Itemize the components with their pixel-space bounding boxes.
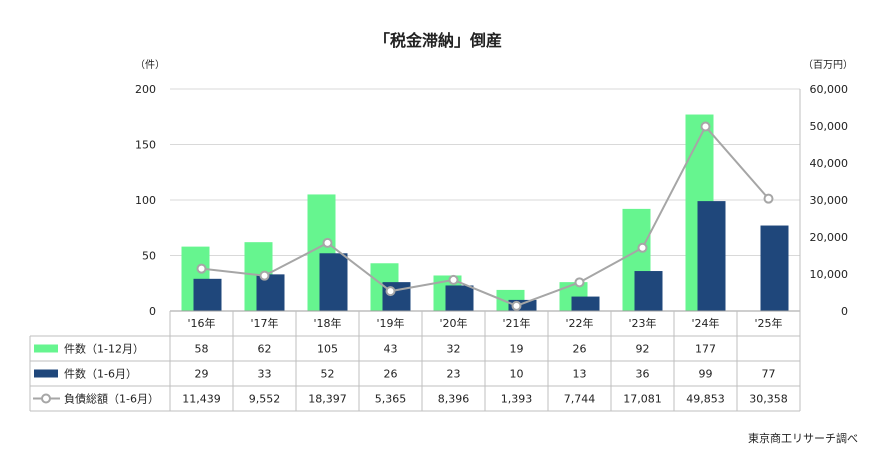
y-right-unit: （百万円）	[803, 59, 853, 71]
x-tick-label: '17年	[250, 316, 278, 330]
table-cell-value: 92	[636, 343, 650, 356]
y-left-unit: （件）	[135, 59, 165, 71]
legend-label: 件数（1-12月）	[64, 343, 144, 356]
bar-half-year	[634, 271, 663, 311]
bar-half-year	[256, 274, 285, 311]
table-cell-value: 1,393	[501, 393, 533, 406]
y-right-tick-label: 40,000	[810, 157, 849, 170]
y-right-tick-label: 10,000	[810, 268, 849, 281]
line-point	[259, 270, 270, 281]
legend-label: 負債総額（1-6月）	[64, 392, 159, 406]
x-tick-label: '25年	[754, 316, 782, 330]
table-cell-value: 58	[195, 343, 209, 356]
bar-half-year	[697, 201, 726, 311]
y-left-tick-label: 200	[135, 83, 156, 96]
table-cell-value: 7,744	[564, 393, 596, 406]
line-point	[700, 121, 711, 132]
source-note: 東京商工リサーチ調べ	[748, 431, 858, 445]
table-cell-value: 29	[195, 368, 209, 381]
line-point	[322, 237, 333, 248]
x-tick-label: '16年	[187, 316, 215, 330]
table-cell-value: 99	[699, 368, 713, 381]
x-tick-label: '21年	[502, 316, 530, 330]
y-right-tick-label: 0	[841, 305, 848, 318]
table-cell-value: 62	[258, 343, 272, 356]
y-right-tick-label: 30,000	[810, 194, 849, 207]
legend-swatch	[34, 369, 58, 378]
y-right-tick-label: 60,000	[810, 83, 849, 96]
table-cell-value: 13	[573, 368, 587, 381]
y-left-tick-label: 150	[135, 139, 156, 152]
table-cell-value: 177	[695, 343, 716, 356]
bar-half-year	[382, 282, 411, 311]
x-tick-label: '18年	[313, 316, 341, 330]
table-cell-value: 26	[573, 343, 587, 356]
table-cell-value: 105	[317, 343, 338, 356]
table-cell-value: 8,396	[438, 393, 470, 406]
x-tick-label: '24年	[691, 316, 719, 330]
x-tick-label: '19年	[376, 316, 404, 330]
table-cell-value: 5,365	[375, 393, 407, 406]
line-point	[574, 277, 585, 288]
line-point	[196, 263, 207, 274]
table-cell-value: 33	[258, 368, 272, 381]
bar-half-year	[760, 225, 789, 311]
table-cell-value: 77	[762, 368, 776, 381]
y-left-tick-label: 0	[149, 305, 156, 318]
table-cell-value: 23	[447, 368, 461, 381]
line-point	[448, 274, 459, 285]
legend-swatch	[41, 393, 51, 404]
y-right-tick-label: 50,000	[810, 120, 849, 133]
table-cell-value: 11,439	[182, 393, 221, 406]
table-cell-value: 19	[510, 343, 524, 356]
table-cell-value: 17,081	[623, 393, 662, 406]
line-point	[637, 242, 648, 253]
table-cell-value: 30,358	[749, 393, 788, 406]
y-right-tick-label: 20,000	[810, 231, 849, 244]
x-tick-label: '23年	[628, 316, 656, 330]
table-cell-value: 43	[384, 343, 398, 356]
x-tick-label: '20年	[439, 316, 467, 330]
legend-label: 件数（1-6月）	[64, 368, 137, 381]
table-cell-value: 9,552	[249, 393, 281, 406]
chart-title: 「税金滞納」倒産	[374, 31, 502, 50]
table-cell-value: 18,397	[308, 393, 347, 406]
y-left-tick-label: 100	[135, 194, 156, 207]
table-cell-value: 52	[321, 368, 335, 381]
bar-half-year	[193, 278, 222, 311]
bar-half-year	[445, 285, 474, 311]
table-cell-value: 32	[447, 343, 461, 356]
line-point	[511, 300, 522, 311]
x-tick-label: '22年	[565, 316, 593, 330]
bar-half-year	[508, 299, 537, 311]
bar-half-year	[319, 253, 348, 311]
bar-half-year	[571, 296, 600, 311]
table-cell-value: 26	[384, 368, 398, 381]
table-cell-value: 36	[636, 368, 650, 381]
y-left-tick-label: 50	[142, 250, 156, 263]
table-cell-value: 49,853	[686, 393, 725, 406]
legend-swatch	[34, 344, 58, 353]
line-point	[385, 286, 396, 297]
line-debt-total	[201, 124, 770, 307]
table-cell-value: 10	[510, 368, 524, 381]
line-point	[763, 193, 774, 204]
